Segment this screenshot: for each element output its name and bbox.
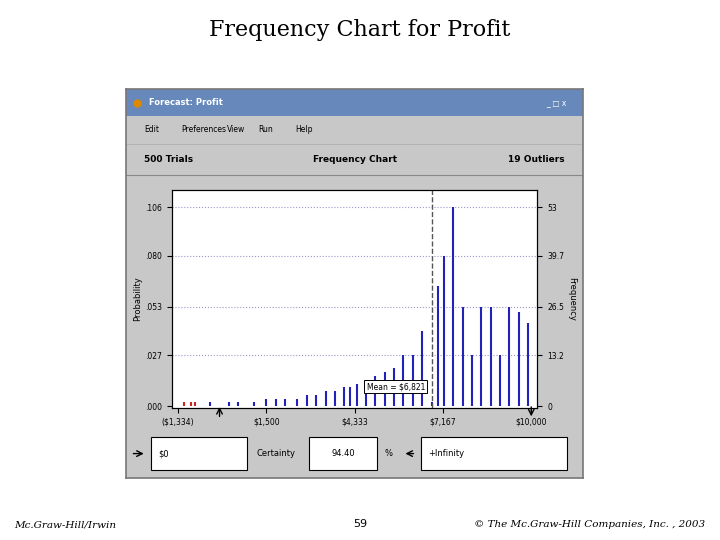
- FancyBboxPatch shape: [421, 437, 567, 470]
- Text: Mean = $6,821: Mean = $6,821: [366, 382, 425, 391]
- Text: +Infinity: +Infinity: [428, 449, 464, 458]
- FancyBboxPatch shape: [151, 437, 247, 470]
- Y-axis label: Probability: Probability: [133, 276, 143, 321]
- Text: Mc.Graw-Hill/Irwin: Mc.Graw-Hill/Irwin: [14, 520, 117, 529]
- Text: _ □ x: _ □ x: [546, 98, 566, 107]
- Text: 500 Trials: 500 Trials: [144, 154, 194, 164]
- Text: Edit: Edit: [144, 125, 159, 134]
- Text: View: View: [227, 125, 245, 134]
- Text: Forecast: Profit: Forecast: Profit: [149, 98, 222, 107]
- Text: 19 Outliers: 19 Outliers: [508, 154, 565, 164]
- Text: Preferences: Preferences: [181, 125, 226, 134]
- Text: 59: 59: [353, 519, 367, 529]
- Text: Frequency Chart: Frequency Chart: [312, 154, 397, 164]
- Text: $0: $0: [158, 449, 168, 458]
- Text: Frequency Chart for Profit: Frequency Chart for Profit: [210, 19, 510, 41]
- FancyBboxPatch shape: [309, 437, 377, 470]
- Text: © The Mc.Graw-Hill Companies, Inc. , 2003: © The Mc.Graw-Hill Companies, Inc. , 200…: [474, 520, 706, 529]
- Text: 94.40: 94.40: [331, 449, 355, 458]
- FancyBboxPatch shape: [126, 89, 583, 116]
- Text: Certainty: Certainty: [256, 449, 295, 458]
- Text: Run: Run: [258, 125, 274, 134]
- Y-axis label: Frequency: Frequency: [567, 277, 576, 321]
- Text: %: %: [384, 449, 392, 458]
- Text: Help: Help: [295, 125, 312, 134]
